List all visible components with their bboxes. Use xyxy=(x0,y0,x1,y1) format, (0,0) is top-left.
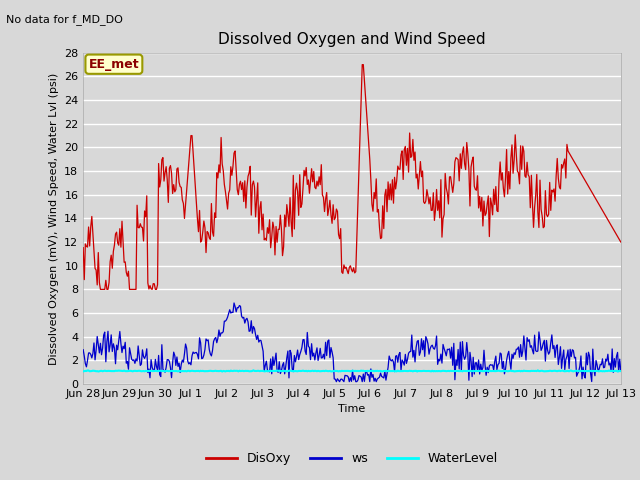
Text: No data for f_MD_DO: No data for f_MD_DO xyxy=(6,14,124,25)
X-axis label: Time: Time xyxy=(339,405,365,414)
Y-axis label: Dissolved Oxygen (mV), Wind Speed, Water Lvl (psi): Dissolved Oxygen (mV), Wind Speed, Water… xyxy=(49,72,58,364)
Legend: DisOxy, ws, WaterLevel: DisOxy, ws, WaterLevel xyxy=(201,447,503,470)
Text: EE_met: EE_met xyxy=(88,58,140,71)
Title: Dissolved Oxygen and Wind Speed: Dissolved Oxygen and Wind Speed xyxy=(218,33,486,48)
